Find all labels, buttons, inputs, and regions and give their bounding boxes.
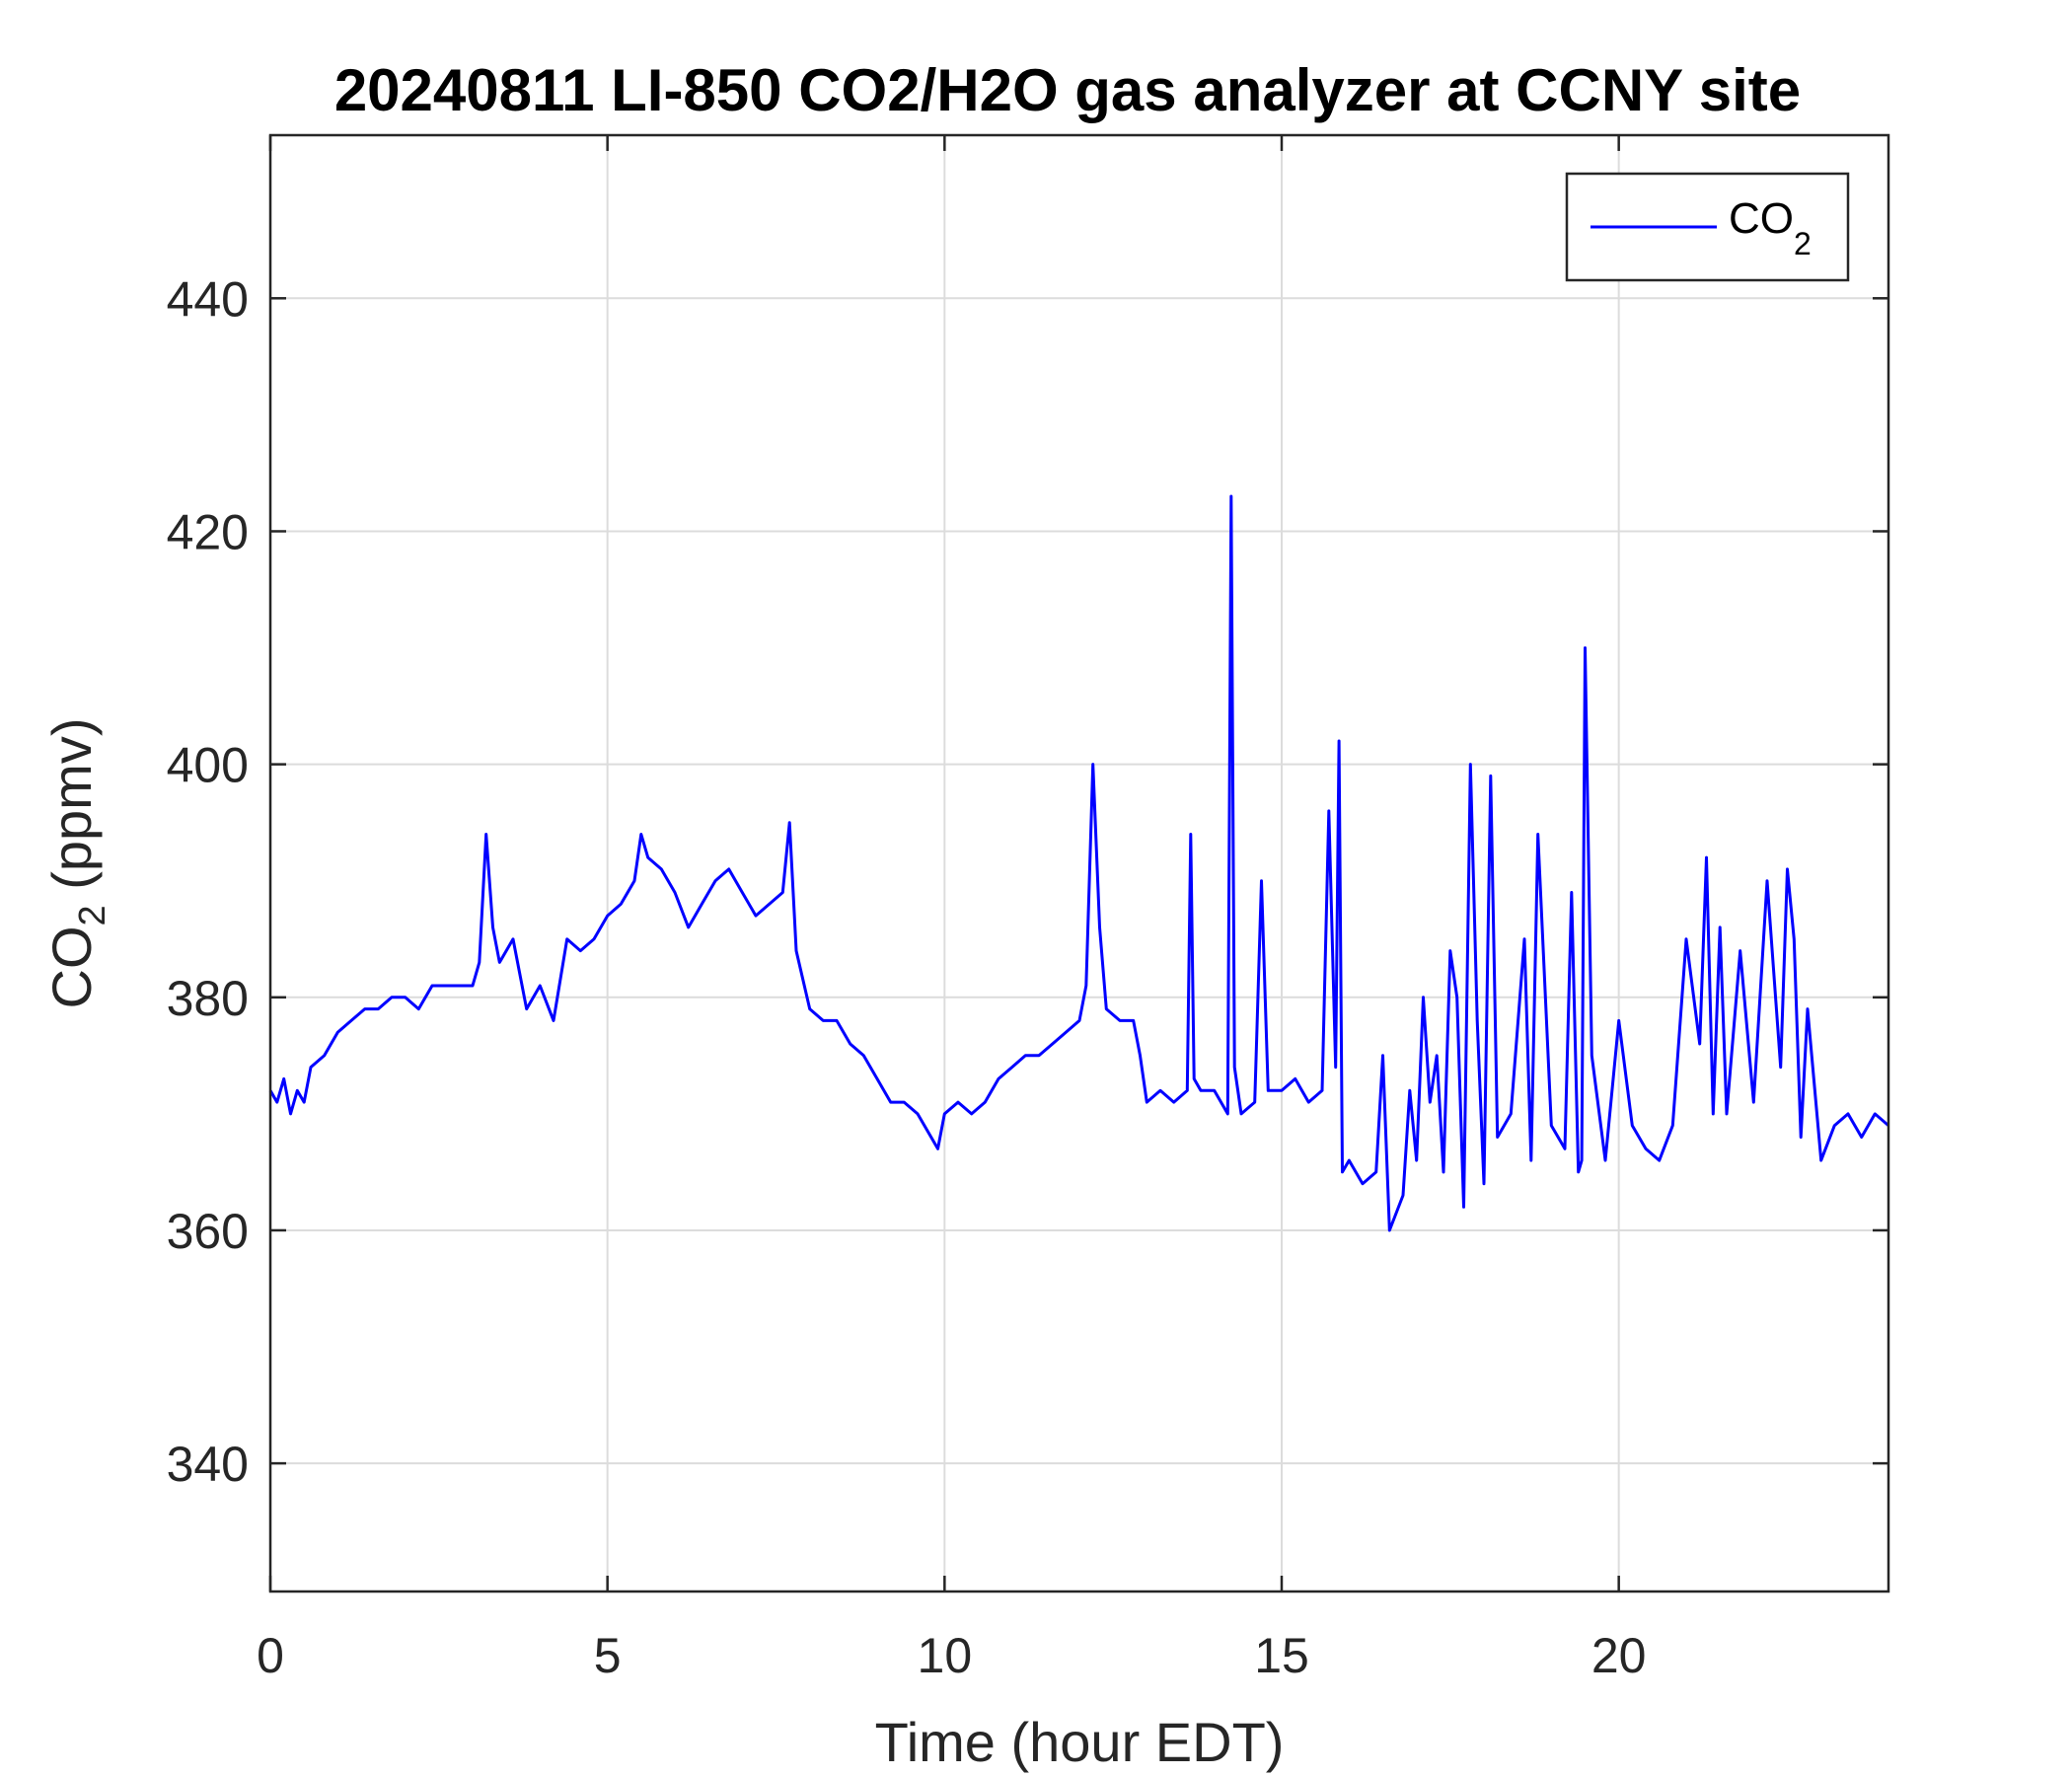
- legend-label-subscript: 2: [1794, 226, 1812, 261]
- grid-lines: [270, 135, 1888, 1591]
- y-tick-label: 420: [167, 504, 249, 559]
- x-tick-labels: 0 5 10 15 20: [257, 1628, 1646, 1683]
- legend: CO2: [1565, 172, 1850, 282]
- y-axis-label-base: CO: [40, 925, 103, 1008]
- x-tick-label: 20: [1591, 1628, 1647, 1683]
- plot-area: [270, 135, 1888, 1591]
- x-tick-label: 10: [918, 1628, 973, 1683]
- co2-series-line: [268, 494, 1889, 1232]
- x-tick-label: 0: [257, 1628, 284, 1683]
- y-tick-label: 400: [167, 738, 249, 793]
- y-tick-label: 440: [167, 271, 249, 327]
- chart-title: 20240811 LI-850 CO2/H2O gas analyzer at …: [334, 57, 1801, 123]
- y-tick-labels: 340 360 380 400 420 440: [167, 271, 249, 1492]
- x-axis-label: Time (hour EDT): [875, 1711, 1285, 1773]
- y-tick-label: 340: [167, 1437, 249, 1492]
- x-tick-label: 15: [1254, 1628, 1309, 1683]
- legend-label: CO2: [1729, 194, 1812, 261]
- y-axis-label-subscript: 2: [72, 905, 113, 925]
- legend-label-base: CO: [1729, 194, 1794, 243]
- y-axis-label-suffix: (ppmv): [40, 718, 103, 906]
- x-tick-label: 5: [594, 1628, 622, 1683]
- y-tick-label: 380: [167, 971, 249, 1026]
- plot-frame: [268, 133, 1890, 1593]
- y-axis-label: CO2 (ppmv): [40, 718, 113, 1009]
- y-tick-label: 360: [167, 1204, 249, 1259]
